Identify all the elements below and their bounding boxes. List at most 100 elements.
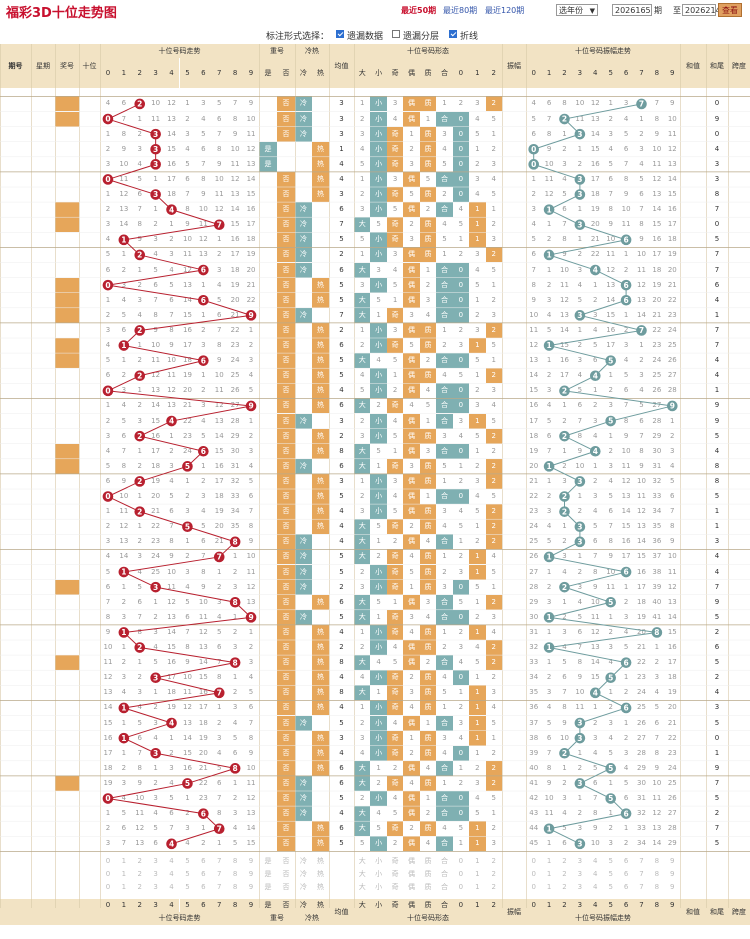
trend-miss-cell: 16 xyxy=(230,235,240,244)
amp-miss-cell: 11 xyxy=(621,220,631,229)
form-cell: 质 xyxy=(419,126,437,142)
form-cell: 3 xyxy=(475,99,480,108)
form-sub-header: 2 xyxy=(485,58,502,88)
trend-miss-cell: 5 xyxy=(201,522,206,531)
cold-cell: 冷 xyxy=(295,217,312,233)
to-period-input[interactable]: 2026214 xyxy=(682,4,721,16)
avg-cell: 3 xyxy=(339,129,344,138)
form-cell: 质 xyxy=(419,156,437,172)
amp-miss-cell: 5 xyxy=(639,401,644,410)
sum-tail-cell: 3 xyxy=(714,159,720,168)
cold-cell: 冷 xyxy=(295,232,312,248)
amp-digit-header: 5 xyxy=(603,58,619,88)
amp-miss-cell: 11 xyxy=(652,159,662,168)
trend-miss-cell: 30 xyxy=(230,446,240,455)
form-cell: 5 xyxy=(359,159,365,168)
form-cell: 1 xyxy=(359,174,365,183)
amp-ball-label: 3 xyxy=(577,719,582,728)
amp-miss-cell: 2 xyxy=(577,341,583,349)
form-cell: 2 xyxy=(475,461,480,470)
form-cell: 偶 xyxy=(403,96,420,112)
sum-tail-cell: 1 xyxy=(714,507,720,516)
query-button[interactable]: 查看 xyxy=(718,3,742,17)
trend-miss-cell: 34 xyxy=(230,507,240,516)
form-cell: 5 xyxy=(392,431,398,440)
recent-50-link[interactable]: 最近50期 xyxy=(401,6,437,15)
trend-miss-cell: 5 xyxy=(121,416,127,425)
missing-layer-checkbox[interactable] xyxy=(392,30,400,38)
trend-miss-cell: 1 xyxy=(137,492,142,500)
from-period-input[interactable]: 2026165 xyxy=(612,4,652,16)
form-cell: 大 xyxy=(354,217,371,233)
form-cell: 1 xyxy=(475,522,480,531)
trend-ball-label: 0 xyxy=(105,175,110,184)
missing-data-checkbox[interactable] xyxy=(336,30,344,38)
form-cell: 4 xyxy=(458,431,464,440)
amp-miss-cell: 7 xyxy=(608,522,613,531)
trend-lines-layer: 2033303471260692162094265202587138912837… xyxy=(0,44,750,908)
trend-miss-cell: 7 xyxy=(153,295,158,304)
trend-ball-label: 7 xyxy=(217,553,222,562)
amp-miss-cell: 3 xyxy=(546,386,552,395)
form-cell: 偶 xyxy=(403,171,420,187)
cold-cell: 冷 xyxy=(295,111,312,127)
trend-ball-label: 6 xyxy=(201,356,206,365)
amp-miss-cell: 4 xyxy=(639,386,644,395)
form-cell: 2 xyxy=(359,416,365,425)
amp-miss-cell: 1 xyxy=(623,582,629,591)
trend-miss-cell: 4 xyxy=(137,310,142,319)
form-cell: 3 xyxy=(425,446,431,455)
form-cell: 0 xyxy=(452,262,470,278)
trend-miss-cell: 7 xyxy=(201,552,206,561)
amp-miss-cell: 15 xyxy=(667,190,677,198)
trend-miss-cell: 8 xyxy=(217,341,222,349)
trend-miss-cell: 8 xyxy=(121,461,127,470)
year-select[interactable]: 选年份 ▼ xyxy=(556,4,598,16)
trend-miss-cell: 13 xyxy=(167,114,176,123)
trend-miss-cell: 7 xyxy=(105,597,111,606)
recent-80-link[interactable]: 最近80期 xyxy=(443,6,478,15)
amp-ball-label: 3 xyxy=(577,734,582,743)
amp-ball-label: 1 xyxy=(546,341,551,350)
trend-digit-header: 9 xyxy=(243,58,259,88)
number-cell xyxy=(55,277,79,293)
amp-miss-cell: 2 xyxy=(577,567,583,576)
form-cell: 0 xyxy=(452,277,470,293)
amp-ball-label: 1 xyxy=(546,251,551,260)
repeat-no-cell: 否 xyxy=(277,458,295,474)
trend-miss-cell: 15 xyxy=(182,310,192,319)
amp-miss-cell: 2 xyxy=(670,431,675,440)
sum-tail-cell: 9 xyxy=(714,401,720,410)
form-cell: 1 xyxy=(359,250,365,259)
form-cell: 质 xyxy=(419,247,437,263)
form-cell: 2 xyxy=(485,473,502,489)
missing-layer-label: 遗漏分层 xyxy=(403,32,440,42)
cold-cell: 冷 xyxy=(295,564,312,580)
amp-miss-cell: 5 xyxy=(546,416,552,425)
amp-miss-cell: 21 xyxy=(590,235,600,244)
trend-ball-label: 7 xyxy=(217,220,222,229)
form-cell: 偶 xyxy=(403,383,420,399)
cold-cell: 冷 xyxy=(295,202,312,218)
form-cell: 3 xyxy=(442,129,447,138)
amp-miss-cell: 7 xyxy=(639,431,644,440)
trend-ball-label: 2 xyxy=(137,432,142,441)
form-cell: 3 xyxy=(475,174,480,183)
trend-miss-cell: 5 xyxy=(105,567,111,576)
sum-tail-cell: 6 xyxy=(714,280,720,289)
amp-miss-cell: 3 xyxy=(546,507,552,516)
form-cell: 5 xyxy=(376,446,381,455)
form-cell: 3 xyxy=(442,582,447,591)
group-header-form: 十位号码形态 xyxy=(354,44,502,58)
amp-miss-cell: 10 xyxy=(621,446,631,455)
amp-miss-cell: 11 xyxy=(544,174,554,183)
amp-miss-cell: 16 xyxy=(606,325,616,334)
amp-ball-label: 6 xyxy=(623,704,628,713)
amp-digit-header: 6 xyxy=(618,58,634,88)
amp-miss-cell: 21 xyxy=(529,476,539,485)
trend-miss-cell: 3 xyxy=(232,582,238,591)
recent-120-link[interactable]: 最近120期 xyxy=(485,6,525,15)
trend-miss-cell: 6 xyxy=(105,371,111,380)
trend-miss-cell: 10 xyxy=(198,205,208,214)
polyline-checkbox[interactable] xyxy=(449,30,457,38)
